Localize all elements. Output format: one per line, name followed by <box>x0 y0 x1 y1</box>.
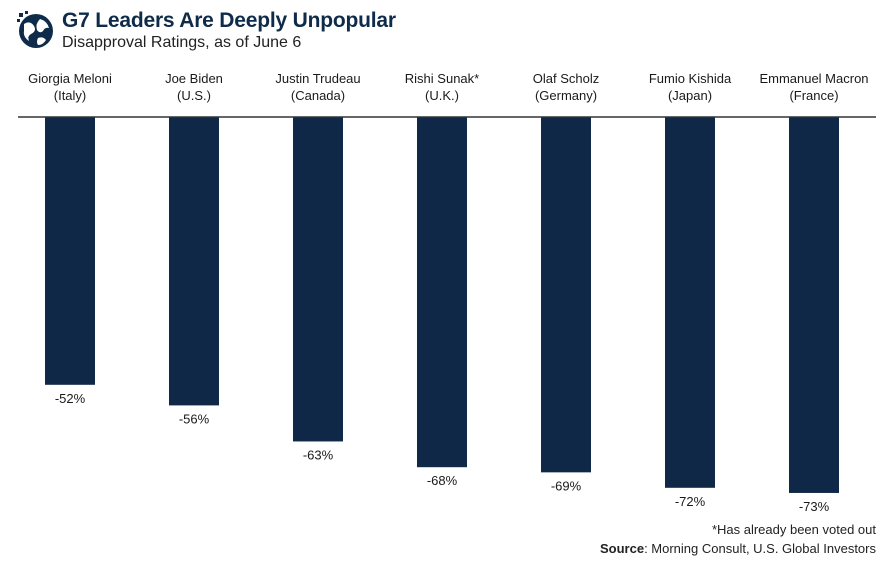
value-label: -72% <box>675 494 706 509</box>
value-label: -69% <box>551 478 582 493</box>
category-label: (Canada) <box>291 88 345 103</box>
bar <box>45 117 95 385</box>
value-label: -68% <box>427 473 458 488</box>
source-text: : Morning Consult, U.S. Global Investors <box>644 541 876 556</box>
chart-header: G7 Leaders Are Deeply Unpopular Disappro… <box>16 8 616 56</box>
chart-title: G7 Leaders Are Deeply Unpopular <box>62 9 396 32</box>
source-line: Source: Morning Consult, U.S. Global Inv… <box>600 541 876 556</box>
category-label: (Italy) <box>54 88 87 103</box>
category-label: Justin Trudeau <box>275 71 360 86</box>
bar <box>169 117 219 406</box>
category-label: (U.K.) <box>425 88 459 103</box>
category-label: Olaf Scholz <box>533 71 599 86</box>
value-label: -56% <box>179 411 210 426</box>
category-label: (France) <box>789 88 838 103</box>
category-label: (Germany) <box>535 88 597 103</box>
chart-subtitle: Disapproval Ratings, as of June 6 <box>62 34 302 51</box>
footnote: *Has already been voted out <box>711 522 876 537</box>
category-label: (Japan) <box>668 88 712 103</box>
globe-icon <box>17 11 53 48</box>
category-label: (U.S.) <box>177 88 211 103</box>
bar <box>789 117 839 493</box>
category-label: Emmanuel Macron <box>759 71 868 86</box>
bar <box>541 117 591 473</box>
category-label: Fumio Kishida <box>649 71 732 86</box>
value-label: -63% <box>303 447 334 462</box>
bar <box>417 117 467 468</box>
value-label: -52% <box>55 391 86 406</box>
bar <box>293 117 343 442</box>
category-label: Rishi Sunak* <box>405 71 479 86</box>
bar <box>665 117 715 488</box>
category-label: Giorgia Meloni <box>28 71 112 86</box>
source-label: Source <box>599 541 645 556</box>
category-label: Joe Biden <box>165 71 223 86</box>
value-label: -73% <box>799 499 830 514</box>
